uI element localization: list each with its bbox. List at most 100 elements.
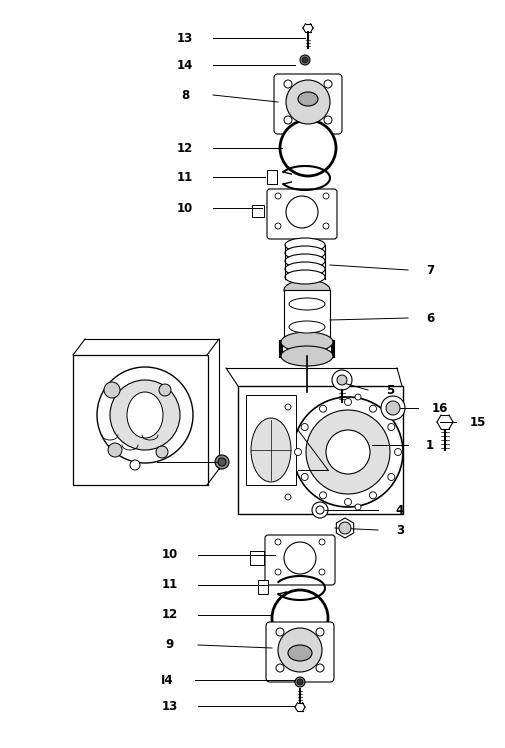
Circle shape bbox=[284, 80, 292, 88]
Text: 5: 5 bbox=[386, 384, 394, 396]
Circle shape bbox=[275, 569, 281, 575]
Circle shape bbox=[323, 223, 329, 229]
Ellipse shape bbox=[285, 238, 325, 252]
Circle shape bbox=[294, 449, 301, 456]
Text: 2: 2 bbox=[131, 456, 139, 468]
Text: 1: 1 bbox=[426, 438, 434, 452]
Ellipse shape bbox=[251, 418, 291, 482]
FancyBboxPatch shape bbox=[265, 535, 335, 585]
FancyBboxPatch shape bbox=[73, 355, 208, 485]
Circle shape bbox=[130, 460, 140, 470]
Circle shape bbox=[302, 57, 308, 63]
Circle shape bbox=[280, 120, 336, 176]
Bar bbox=[267, 170, 277, 184]
Text: 13: 13 bbox=[162, 699, 178, 713]
Circle shape bbox=[316, 506, 324, 514]
Bar bbox=[252, 205, 264, 217]
Circle shape bbox=[316, 664, 324, 672]
Circle shape bbox=[312, 502, 328, 518]
Circle shape bbox=[324, 116, 332, 124]
Ellipse shape bbox=[284, 280, 330, 300]
Text: 12: 12 bbox=[177, 141, 193, 155]
Circle shape bbox=[355, 394, 361, 400]
Circle shape bbox=[388, 423, 395, 431]
Circle shape bbox=[386, 401, 400, 415]
Circle shape bbox=[355, 504, 361, 510]
Circle shape bbox=[381, 396, 405, 420]
Circle shape bbox=[108, 443, 122, 457]
Ellipse shape bbox=[285, 246, 325, 260]
Circle shape bbox=[320, 491, 327, 499]
Circle shape bbox=[285, 404, 291, 410]
Ellipse shape bbox=[281, 346, 333, 366]
Circle shape bbox=[339, 522, 351, 534]
Circle shape bbox=[388, 473, 395, 480]
Polygon shape bbox=[336, 518, 354, 538]
FancyBboxPatch shape bbox=[274, 74, 342, 134]
Ellipse shape bbox=[285, 270, 325, 284]
Text: 9: 9 bbox=[166, 639, 174, 652]
Circle shape bbox=[278, 628, 322, 672]
Circle shape bbox=[301, 473, 308, 480]
Bar bbox=[246, 395, 296, 485]
Circle shape bbox=[272, 590, 328, 646]
Circle shape bbox=[297, 679, 303, 685]
Circle shape bbox=[370, 405, 377, 412]
Circle shape bbox=[319, 539, 325, 545]
Circle shape bbox=[301, 423, 308, 431]
Text: 4: 4 bbox=[396, 503, 404, 517]
Circle shape bbox=[286, 80, 330, 124]
Text: 10: 10 bbox=[162, 548, 178, 562]
Ellipse shape bbox=[285, 254, 325, 268]
Circle shape bbox=[215, 455, 229, 469]
Text: 15: 15 bbox=[470, 415, 486, 429]
Circle shape bbox=[156, 446, 168, 458]
Ellipse shape bbox=[285, 262, 325, 276]
Text: 10: 10 bbox=[177, 201, 193, 215]
Circle shape bbox=[332, 370, 352, 390]
Circle shape bbox=[394, 449, 401, 456]
Circle shape bbox=[326, 430, 370, 474]
Text: I4: I4 bbox=[161, 673, 173, 687]
Circle shape bbox=[337, 375, 347, 385]
Text: 13: 13 bbox=[177, 31, 193, 44]
Ellipse shape bbox=[289, 298, 325, 310]
Circle shape bbox=[275, 193, 281, 199]
Text: 14: 14 bbox=[177, 58, 193, 72]
Circle shape bbox=[284, 542, 316, 574]
Text: 16: 16 bbox=[432, 402, 448, 414]
FancyBboxPatch shape bbox=[238, 386, 403, 514]
Circle shape bbox=[316, 628, 324, 636]
Ellipse shape bbox=[298, 92, 318, 106]
Circle shape bbox=[344, 498, 351, 506]
Circle shape bbox=[293, 397, 403, 507]
Circle shape bbox=[104, 382, 120, 398]
Ellipse shape bbox=[281, 332, 333, 352]
Text: 3: 3 bbox=[396, 524, 404, 536]
Circle shape bbox=[300, 55, 310, 65]
Text: 7: 7 bbox=[426, 263, 434, 277]
Circle shape bbox=[284, 116, 292, 124]
Circle shape bbox=[159, 384, 171, 396]
Bar bbox=[258, 580, 268, 594]
Circle shape bbox=[370, 491, 377, 499]
Circle shape bbox=[295, 677, 305, 687]
Circle shape bbox=[110, 380, 180, 450]
Ellipse shape bbox=[289, 321, 325, 333]
Circle shape bbox=[286, 196, 318, 228]
Circle shape bbox=[285, 494, 291, 500]
Bar bbox=[281, 342, 333, 356]
Circle shape bbox=[344, 399, 351, 405]
Circle shape bbox=[276, 628, 284, 636]
Circle shape bbox=[320, 405, 327, 412]
Circle shape bbox=[275, 223, 281, 229]
Circle shape bbox=[276, 664, 284, 672]
Circle shape bbox=[97, 367, 193, 463]
Circle shape bbox=[218, 458, 226, 466]
Ellipse shape bbox=[288, 645, 312, 661]
Bar bbox=[250, 551, 264, 565]
Text: 12: 12 bbox=[162, 609, 178, 622]
FancyBboxPatch shape bbox=[266, 622, 334, 682]
Bar bbox=[284, 290, 330, 342]
Circle shape bbox=[324, 80, 332, 88]
